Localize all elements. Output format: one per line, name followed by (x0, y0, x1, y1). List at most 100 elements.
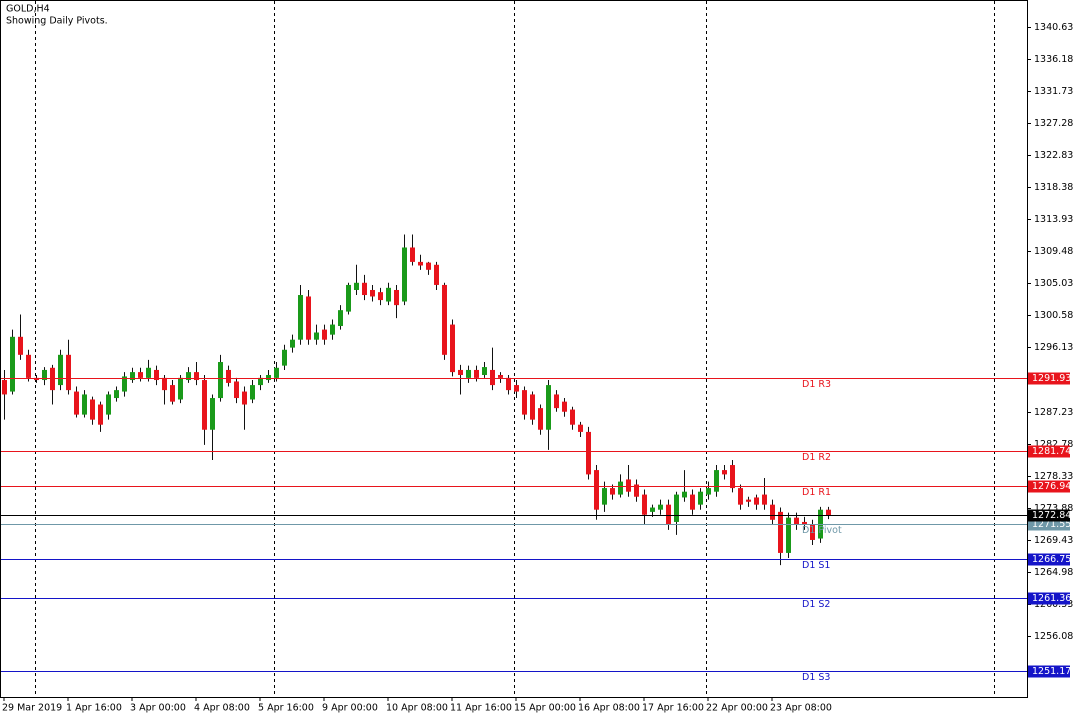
candle-body (106, 394, 111, 415)
candle-body (122, 376, 127, 392)
candle-body (778, 511, 783, 553)
candle-body (498, 374, 503, 378)
candle-body (682, 491, 687, 498)
candle-body (322, 329, 327, 340)
y-tick-label: 1300.58 (1034, 310, 1073, 321)
candle-body (786, 517, 791, 553)
pivot-label: D1 S3 (802, 672, 830, 683)
candle-body (642, 494, 647, 515)
x-tick-label: 9 Apr 00:00 (322, 703, 378, 714)
x-tick-label: 3 Apr 00:00 (130, 703, 186, 714)
candle-body (138, 372, 143, 378)
candle-body (130, 372, 135, 381)
pivot-label: D1 R2 (802, 452, 831, 463)
candle-body (666, 504, 671, 525)
candle-body (706, 488, 711, 495)
candle-body (658, 504, 663, 510)
candle-body (418, 261, 423, 266)
y-tick-label: 1318.38 (1034, 182, 1073, 193)
candle-body (386, 287, 391, 302)
candle-body (234, 381, 239, 399)
candle-body (226, 369, 231, 383)
x-tick-label: 16 Apr 08:00 (578, 703, 640, 714)
y-tick-label: 1273.88 (1034, 503, 1073, 514)
candle-body (674, 494, 679, 522)
chart-subtitle: Showing Daily Pivots. (6, 16, 108, 27)
price-tag (1028, 480, 1070, 493)
candle-body (602, 488, 607, 505)
price-tag (1028, 553, 1070, 566)
candle-body (274, 367, 279, 378)
candle-body (66, 354, 71, 391)
candle-body (410, 247, 415, 262)
candle-body (434, 264, 439, 285)
chart-title: GOLD,H4 (6, 4, 50, 15)
candle-body (18, 336, 23, 355)
candle-body (290, 339, 295, 348)
x-tick-label: 4 Apr 08:00 (194, 703, 250, 714)
candle-body (546, 385, 551, 430)
candle-body (482, 367, 487, 375)
candle-body (610, 488, 615, 495)
candle-body (634, 484, 639, 497)
candle-body (554, 394, 559, 409)
candle-body (330, 324, 335, 335)
price-tag-label: 1271.55 (1032, 519, 1071, 530)
candle-body (770, 504, 775, 520)
candle-body (490, 369, 495, 386)
candle-body (506, 377, 511, 391)
candle-body (394, 289, 399, 306)
pivot-label: D1 R3 (802, 379, 831, 390)
price-tag (1028, 665, 1070, 678)
y-tick-label: 1322.83 (1034, 150, 1073, 161)
candle-body (650, 507, 655, 512)
price-tag-label: 1261.36 (1032, 593, 1071, 604)
candle-body (714, 470, 719, 492)
price-tag (1028, 445, 1070, 458)
candle-body (802, 521, 807, 525)
candle-body (306, 296, 311, 340)
y-tick-label: 1313.93 (1034, 214, 1073, 225)
y-tick-label: 1296.13 (1034, 342, 1073, 353)
price-tag-label: 1272.84 (1032, 510, 1071, 521)
x-tick-label: 1 Apr 16:00 (66, 703, 122, 714)
candle-body (626, 479, 631, 492)
y-tick-label: 1340.63 (1034, 22, 1073, 33)
candle-body (42, 369, 47, 381)
y-tick-label: 1327.28 (1034, 118, 1073, 129)
x-tick-label: 29 Mar 2019 (2, 703, 62, 714)
candle-body (698, 491, 703, 505)
pivot-label: D1 Pivot (802, 525, 842, 536)
price-tag-label: 1291.93 (1032, 373, 1071, 384)
candle-body (362, 282, 367, 296)
x-tick-label: 23 Apr 08:00 (770, 703, 832, 714)
pivot-label: D1 S1 (802, 560, 830, 571)
candle-body (746, 499, 751, 502)
candle-body (338, 310, 343, 327)
x-tick-label: 5 Apr 16:00 (258, 703, 314, 714)
candle-body (10, 336, 15, 392)
candle-body (346, 284, 351, 312)
candle-body (2, 380, 7, 395)
y-tick-label: 1287.23 (1034, 407, 1073, 418)
price-tag (1028, 592, 1070, 605)
y-tick-label: 1336.18 (1034, 54, 1073, 65)
x-tick-label: 22 Apr 00:00 (706, 703, 768, 714)
candle-body (282, 349, 287, 366)
candle-body (298, 295, 303, 340)
candle-body (218, 362, 223, 399)
plot-frame (0, 0, 1028, 698)
x-tick-label: 11 Apr 16:00 (450, 703, 512, 714)
candle-body (794, 517, 799, 525)
price-tag (1028, 372, 1070, 385)
candle-body (210, 398, 215, 430)
candle-body (258, 377, 263, 386)
x-tick-label: 17 Apr 16:00 (642, 703, 704, 714)
candle-body (578, 424, 583, 432)
candle-body (754, 497, 759, 505)
x-tick-label: 10 Apr 08:00 (386, 703, 448, 714)
candle-body (474, 369, 479, 378)
candle-body (522, 390, 527, 415)
